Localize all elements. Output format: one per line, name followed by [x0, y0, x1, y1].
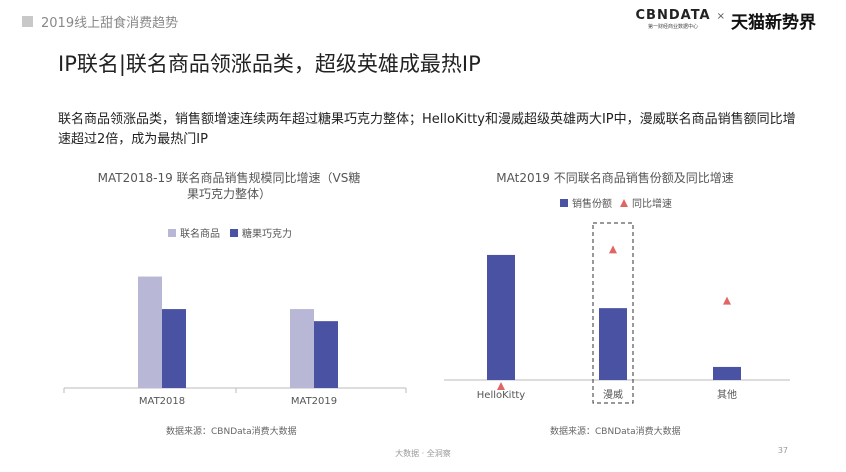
- right-growth-marker-0: [497, 382, 505, 390]
- footer-text: 大数据 · 全洞察: [395, 449, 451, 458]
- legend-swatch-candy: [230, 228, 238, 237]
- left-chart-source: 数据来源：CBNData消费大数据: [166, 427, 297, 437]
- label-square-icon: [22, 16, 33, 27]
- cbndata-logo-tagline: 第一财经商业数据中心: [648, 24, 699, 30]
- left-bar-chart: MAT2018 MAT2019: [63, 276, 407, 407]
- left-chart-title-line2: 果巧克力整体）: [186, 187, 271, 201]
- legend-label-growth: 同比增速: [632, 199, 672, 210]
- left-chart-title-line1: MAT2018-19 联名商品销售规模同比增速（VS糖: [97, 171, 361, 185]
- legend-swatch-joint: [168, 228, 176, 237]
- logo-area: CBNDATA 第一财经商业数据中心 × 天猫新势界: [636, 8, 816, 33]
- right-growth-marker-2: [723, 296, 731, 305]
- legend-label-candy: 糖果巧克力: [242, 229, 292, 240]
- left-bar-mat2019-candy: [314, 321, 338, 388]
- right-chart-title: MAt2019 不同联名商品销售份额及同比增速: [496, 171, 734, 185]
- report-label-text: 2019线上甜食消费趋势: [41, 16, 179, 31]
- left-bar-mat2019-joint: [290, 309, 314, 388]
- right-bar-share-1: [599, 308, 627, 380]
- legend-label-joint: 联名商品: [180, 229, 220, 240]
- left-chart-title: MAT2018-19 联名商品销售规模同比增速（VS糖 果巧克力整体）: [64, 170, 394, 202]
- legend-label-share: 销售份额: [572, 199, 612, 210]
- right-x-label-2: 其他: [717, 388, 737, 401]
- logo-separator: ×: [716, 11, 725, 22]
- right-bar-share-0: [487, 254, 515, 380]
- right-chart-legend: 销售份额 同比增速: [560, 195, 672, 210]
- partner-logo: 天猫新势界: [731, 13, 816, 33]
- page-title: IP联名|联名商品领涨品类，超级英雄成最热IP: [58, 52, 481, 76]
- right-x-label-1: 漫威: [603, 388, 623, 401]
- left-x-label-mat2018: MAT2018: [139, 396, 185, 407]
- report-label: 2019线上甜食消费趋势: [22, 12, 178, 31]
- left-bar-mat2018-joint: [138, 276, 162, 388]
- cbndata-logo-brand: CBNDATA: [635, 8, 711, 23]
- right-growth-marker-1: [609, 245, 617, 254]
- right-bar-share-2: [713, 366, 741, 380]
- right-chart-source: 数据来源：CBNData消费大数据: [550, 427, 681, 437]
- page-number: 37: [777, 446, 788, 455]
- left-x-label-mat2019: MAT2019: [291, 396, 337, 407]
- left-chart-legend: 联名商品 糖果巧克力: [168, 225, 292, 240]
- highlight-dashed-box: [592, 222, 634, 404]
- summary-text: 联名商品领涨品类，销售额增速连续两年超过糖果巧克力整体；HelloKitty和漫…: [58, 112, 796, 147]
- left-bar-mat2018-candy: [162, 309, 186, 388]
- right-x-label-0: HelloKitty: [477, 390, 526, 401]
- legend-triangle-icon: [620, 198, 628, 207]
- cbndata-logo: CBNDATA 第一财经商业数据中心: [636, 8, 711, 30]
- legend-swatch-share: [560, 198, 568, 207]
- right-bar-chart: HelloKitty 漫威 其他: [444, 222, 790, 404]
